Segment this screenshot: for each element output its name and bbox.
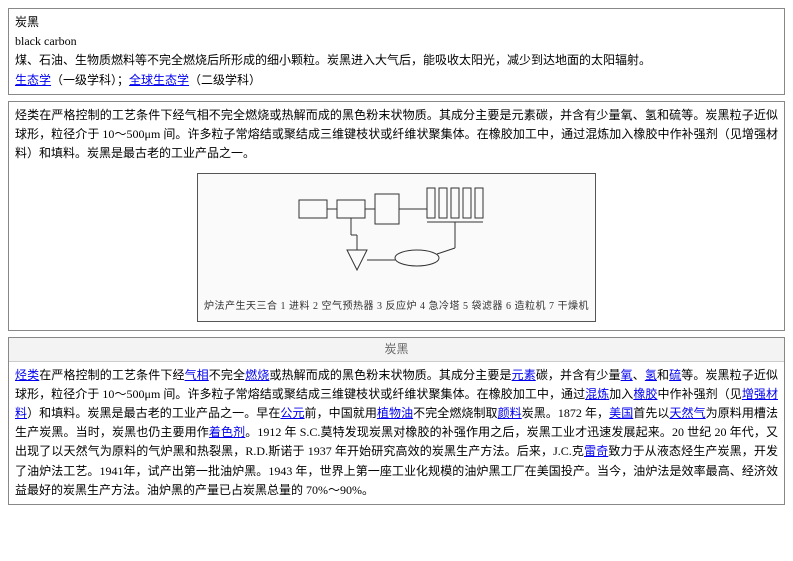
- definition-box: 炭黑 black carbon 煤、石油、生物质燃料等不完全燃烧后所形成的细小颗…: [8, 8, 785, 95]
- definition-text: 煤、石油、生物质燃料等不完全燃烧后所形成的细小颗粒。炭黑进入大气后，能吸收太阳光…: [15, 51, 778, 70]
- gas-phase-link[interactable]: 气相: [185, 368, 209, 382]
- hydrogen-link[interactable]: 氢: [645, 368, 657, 382]
- process-diagram-container: 炉法产生天三合 1 进料 2 空气预热器 3 反应炉 4 急冷塔 5 袋滤器 6…: [15, 173, 778, 321]
- subject-primary-link[interactable]: 生态学: [15, 73, 51, 87]
- description-text: 烃类在严格控制的工艺条件下经气相不完全燃烧或热解而成的黑色粉末状物质。其成分主要…: [15, 106, 778, 164]
- subject-line: 生态学（一级学科）；全球生态学（二级学科）: [15, 71, 778, 90]
- diagram-caption: 炉法产生天三合 1 进料 2 空气预热器 3 反应炉 4 急冷塔 5 袋滤器 6…: [204, 299, 589, 315]
- rubber-link[interactable]: 橡胶: [633, 387, 657, 401]
- hydrocarbon-link[interactable]: 烃类: [15, 368, 39, 382]
- title-chinese: 炭黑: [15, 13, 778, 32]
- sulfur-link[interactable]: 硫: [669, 368, 681, 382]
- subject-secondary-link[interactable]: 全球生态学: [129, 73, 189, 87]
- article-heading: 炭黑: [9, 338, 784, 362]
- combustion-link[interactable]: 燃烧: [245, 368, 269, 382]
- colorant-link[interactable]: 着色剂: [209, 425, 245, 439]
- plant-oil-link[interactable]: 植物油: [377, 406, 413, 420]
- description-box: 烃类在严格控制的工艺条件下经气相不完全燃烧或热解而成的黑色粉末状物质。其成分主要…: [8, 101, 785, 331]
- pigment-link[interactable]: 颜料: [498, 406, 522, 420]
- subject-primary-suffix: （一级学科）；: [51, 73, 129, 87]
- title-english: black carbon: [15, 32, 778, 51]
- subject-secondary-suffix: （二级学科）: [189, 73, 261, 87]
- leiqi-link[interactable]: 雷奇: [584, 444, 608, 458]
- oxygen-link[interactable]: 氧: [621, 368, 633, 382]
- process-diagram: 炉法产生天三合 1 进料 2 空气预热器 3 反应炉 4 急冷塔 5 袋滤器 6…: [197, 173, 596, 321]
- natural-gas-link[interactable]: 天然气: [669, 406, 705, 420]
- usa-link[interactable]: 美国: [609, 406, 633, 420]
- article-box: 炭黑 烃类在严格控制的工艺条件下经气相不完全燃烧或热解而成的黑色粉末状物质。其成…: [8, 337, 785, 506]
- ad-link[interactable]: 公元: [280, 406, 304, 420]
- mixing-link[interactable]: 混炼: [585, 387, 609, 401]
- diagram-svg: [287, 180, 507, 290]
- article-body: 烃类在严格控制的工艺条件下经气相不完全燃烧或热解而成的黑色粉末状物质。其成分主要…: [15, 366, 778, 500]
- element-link[interactable]: 元素: [512, 368, 536, 382]
